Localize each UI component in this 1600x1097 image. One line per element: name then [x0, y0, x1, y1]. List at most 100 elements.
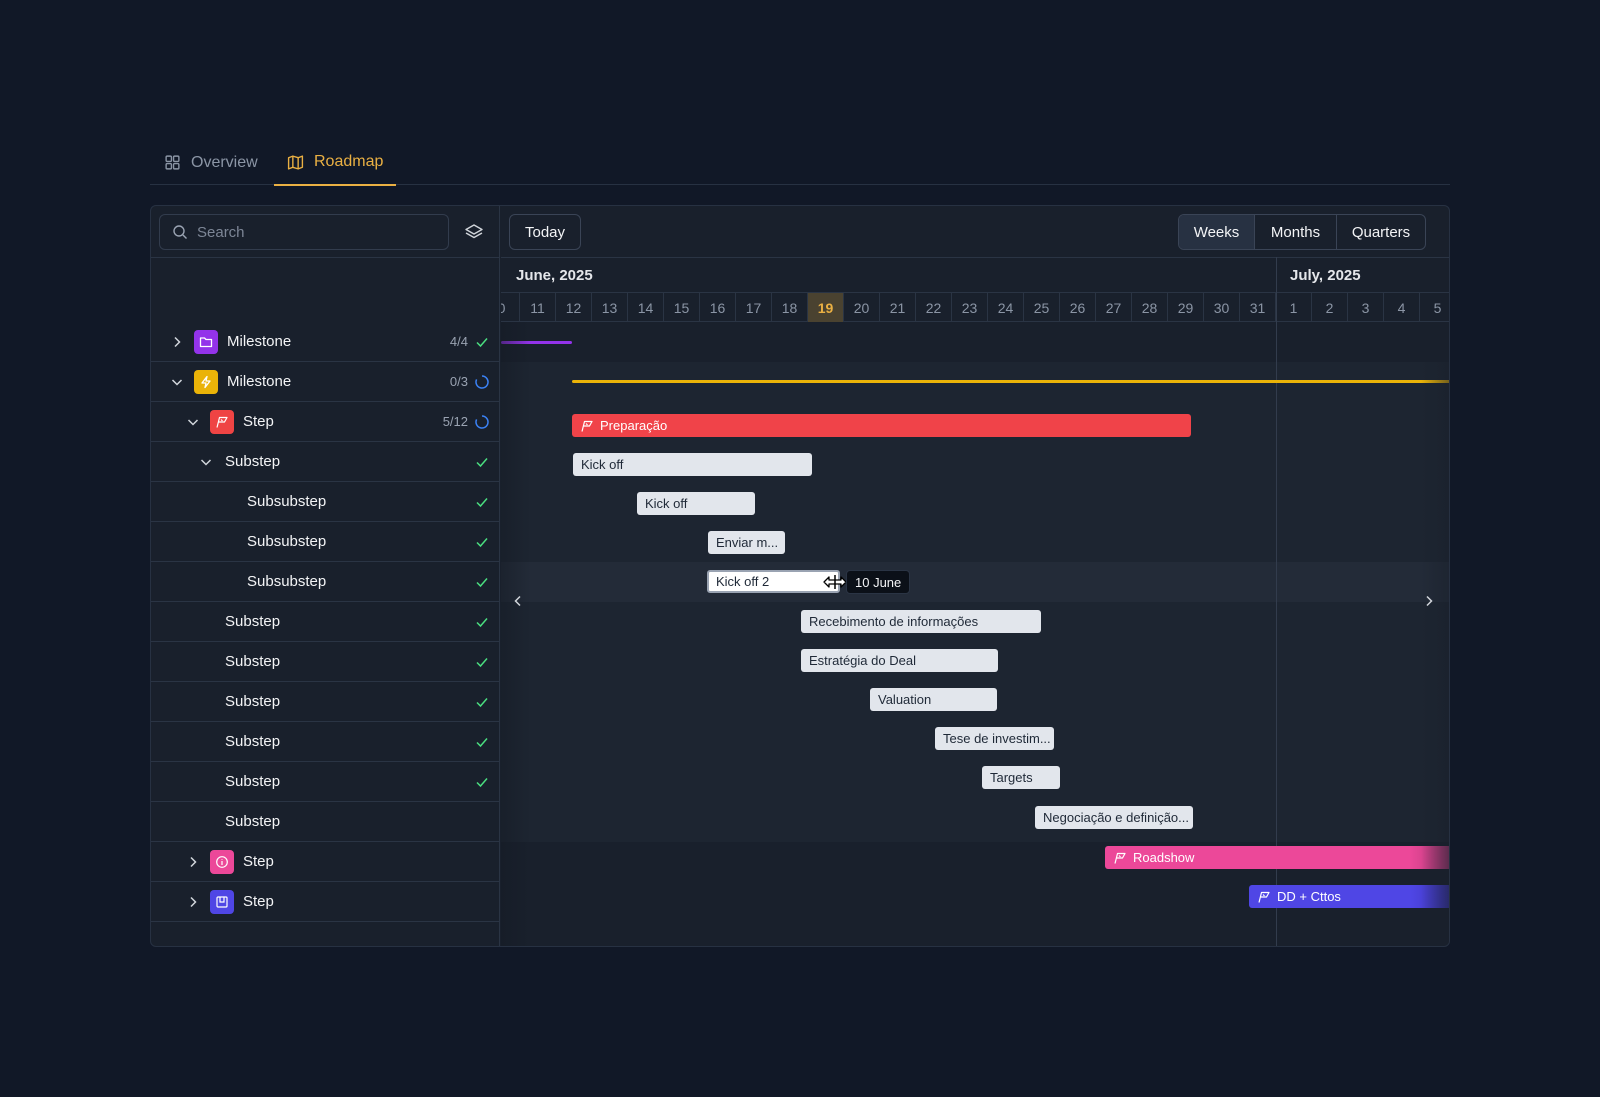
bar-label: Tese de investim...	[943, 731, 1051, 746]
task-row-subsubstep[interactable]: Subsubstep	[151, 522, 500, 562]
task-row-subsubstep[interactable]: Subsubstep	[151, 562, 500, 602]
step-badge	[210, 409, 234, 434]
view-switcher: Weeks Months Quarters	[1178, 214, 1426, 250]
hovered-row-highlight	[501, 562, 1449, 602]
progress-count: 4/4	[449, 334, 468, 349]
bolt-icon	[201, 375, 211, 388]
day-cell: 2	[1312, 293, 1348, 322]
search-box[interactable]	[159, 214, 449, 250]
bar-label: Kick off 2	[716, 574, 770, 589]
task-label: Milestone	[227, 373, 292, 390]
scroll-right-icon[interactable]	[1422, 594, 1436, 608]
task-label: Milestone	[227, 333, 292, 350]
day-cell: 1	[1276, 293, 1312, 322]
chevron-down-icon[interactable]	[170, 375, 184, 389]
chevron-right-icon[interactable]	[186, 895, 200, 909]
day-cell: 14	[628, 293, 664, 322]
day-cell: 27	[1096, 293, 1132, 322]
milestone-line-1[interactable]	[501, 341, 572, 344]
milestone-badge	[194, 329, 218, 354]
gantt-bar-preparacao[interactable]: Preparação	[572, 414, 1191, 437]
gantt-bar[interactable]: Kick off	[637, 492, 755, 515]
progress-count: 5/12	[442, 414, 468, 429]
day-cell: 31	[1240, 293, 1276, 322]
bar-label: Roadshow	[1133, 850, 1195, 865]
flag-icon	[1258, 891, 1270, 903]
day-cell: 28	[1132, 293, 1168, 322]
gantt-bar-selected[interactable]: Kick off 2	[707, 570, 840, 593]
task-label: Substep	[225, 613, 281, 630]
task-row-substep[interactable]: Substep	[151, 802, 500, 842]
chevron-down-icon[interactable]	[199, 455, 213, 469]
search-input[interactable]	[197, 223, 427, 241]
gantt-bar[interactable]: Tese de investim...	[935, 727, 1054, 750]
step-badge	[210, 889, 234, 914]
day-scale: 0111213141516171819202122232425262728293…	[501, 292, 1449, 322]
chevron-right-icon[interactable]	[186, 855, 200, 869]
task-row-step-2[interactable]: Step	[151, 842, 500, 882]
task-row-substep[interactable]: Substep	[151, 682, 500, 722]
header-divider	[501, 257, 1449, 258]
gantt-bar[interactable]: Recebimento de informações	[801, 610, 1041, 633]
gantt-bar[interactable]: Enviar m...	[708, 531, 785, 554]
gantt-bar[interactable]: Estratégia do Deal	[801, 649, 998, 672]
grid-icon	[165, 155, 180, 170]
view-quarters-button[interactable]: Quarters	[1336, 215, 1425, 249]
chevron-down-icon[interactable]	[186, 415, 200, 429]
task-row-step-3[interactable]: Step	[151, 882, 500, 922]
gantt-bar-roadshow[interactable]: Roadshow	[1105, 846, 1449, 869]
view-months-button[interactable]: Months	[1254, 215, 1336, 249]
task-row-substep[interactable]: Substep	[151, 722, 500, 762]
day-cell: 24	[988, 293, 1024, 322]
task-label: Subsubstep	[247, 573, 327, 590]
task-row-milestone-2[interactable]: Milestone 0/3	[151, 362, 500, 402]
gantt-bar-dd-cttos[interactable]: DD + Cttos	[1249, 885, 1449, 908]
scroll-left-icon[interactable]	[511, 594, 525, 608]
task-row-substep[interactable]: Substep	[151, 602, 500, 642]
task-label: Substep	[225, 653, 281, 670]
bar-label: Valuation	[878, 692, 932, 707]
layers-icon[interactable]	[464, 222, 484, 242]
day-cell: 12	[556, 293, 592, 322]
task-row-step-1[interactable]: Step 5/12	[151, 402, 500, 442]
task-list-panel: Milestone 4/4 Milestone 0/3 Step 5/12	[151, 206, 500, 946]
task-row-substep[interactable]: Substep	[151, 642, 500, 682]
task-row-substep[interactable]: Substep	[151, 442, 500, 482]
milestone-line-2[interactable]	[572, 380, 1449, 383]
bar-label: Preparação	[600, 418, 668, 433]
task-label: Substep	[225, 453, 281, 470]
bar-label: Enviar m...	[716, 535, 779, 550]
task-label: Substep	[225, 733, 281, 750]
gantt-bar[interactable]: Negociação e definição...	[1035, 806, 1193, 829]
bar-label: Targets	[990, 770, 1033, 785]
gantt-bar[interactable]: Valuation	[870, 688, 997, 711]
day-cell: 29	[1168, 293, 1204, 322]
tab-overview[interactable]: Overview	[164, 140, 258, 185]
progress-ring-icon	[475, 374, 489, 389]
progress-count: 0/3	[449, 374, 468, 389]
day-cell: 0	[501, 293, 520, 322]
gantt-bar[interactable]: Kick off	[573, 453, 812, 476]
task-row-subsubstep[interactable]: Subsubstep	[151, 482, 500, 522]
day-cell-today: 19	[808, 293, 844, 322]
task-label: Subsubstep	[247, 533, 327, 550]
day-cell: 11	[520, 293, 556, 322]
gantt-bar[interactable]: Targets	[982, 766, 1060, 789]
day-cell: 5	[1420, 293, 1449, 322]
task-row-substep[interactable]: Substep	[151, 762, 500, 802]
month-label-july: July, 2025	[1290, 267, 1361, 284]
tab-roadmap[interactable]: Roadmap	[274, 140, 397, 186]
check-icon	[476, 617, 488, 627]
bar-label: DD + Cttos	[1277, 889, 1341, 904]
resize-cursor-icon[interactable]	[822, 572, 848, 592]
timeline-panel: Today Weeks Months Quarters June, 2025 J…	[501, 206, 1449, 946]
expanded-group-band	[501, 362, 1449, 842]
today-button[interactable]: Today	[509, 214, 581, 250]
day-cell: 18	[772, 293, 808, 322]
progress-ring-icon	[475, 414, 489, 429]
task-row-milestone-1[interactable]: Milestone 4/4	[151, 322, 500, 362]
header-divider	[151, 257, 500, 258]
chevron-right-icon[interactable]	[170, 335, 184, 349]
view-weeks-button[interactable]: Weeks	[1179, 215, 1254, 249]
check-icon	[476, 577, 488, 587]
